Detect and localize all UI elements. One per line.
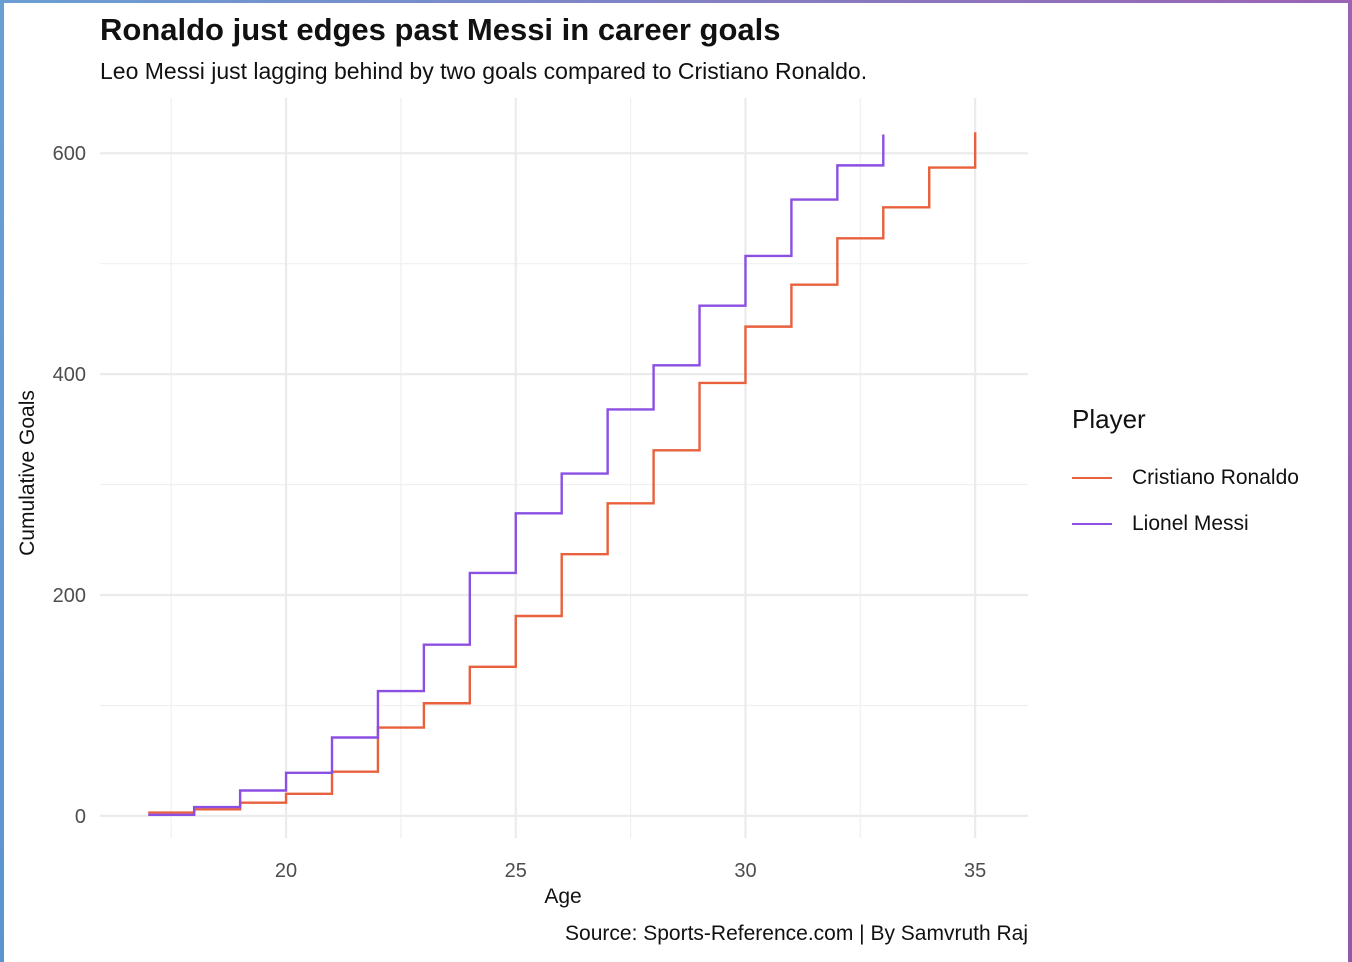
legend-label-lionel-messi: Lionel Messi	[1132, 512, 1249, 535]
chart-caption: Source: Sports-Reference.com | By Samvru…	[565, 922, 1028, 945]
legend-item-lionel-messi: Lionel Messi	[1072, 501, 1299, 547]
y-tick-label: 0	[75, 806, 86, 828]
x-tick-label: 20	[275, 860, 297, 882]
legend-title: Player	[1072, 404, 1146, 434]
y-tick-label: 400	[53, 364, 86, 386]
x-axis-label: Age	[544, 885, 582, 908]
x-tick-label: 25	[505, 860, 527, 882]
legend-key-lionel-messi	[1072, 522, 1112, 526]
series-line-lionel-messi	[148, 134, 885, 817]
y-tick-label: 200	[53, 585, 86, 607]
y-tick-label: 600	[53, 143, 86, 165]
series-line-cristiano-ronaldo	[148, 132, 977, 814]
x-tick-label: 35	[964, 860, 986, 882]
chart-subtitle: Leo Messi just lagging behind by two goa…	[100, 58, 868, 84]
chart-title: Ronaldo just edges past Messi in career …	[100, 12, 781, 47]
legend: Player Cristiano Ronaldo Lionel Messi	[1072, 404, 1299, 547]
legend-label-cristiano-ronaldo: Cristiano Ronaldo	[1132, 466, 1299, 489]
x-tick-label: 30	[734, 860, 756, 882]
legend-key-cristiano-ronaldo	[1072, 476, 1112, 480]
y-axis-label: Cumulative Goals	[16, 390, 39, 556]
legend-item-cristiano-ronaldo: Cristiano Ronaldo	[1072, 455, 1299, 501]
